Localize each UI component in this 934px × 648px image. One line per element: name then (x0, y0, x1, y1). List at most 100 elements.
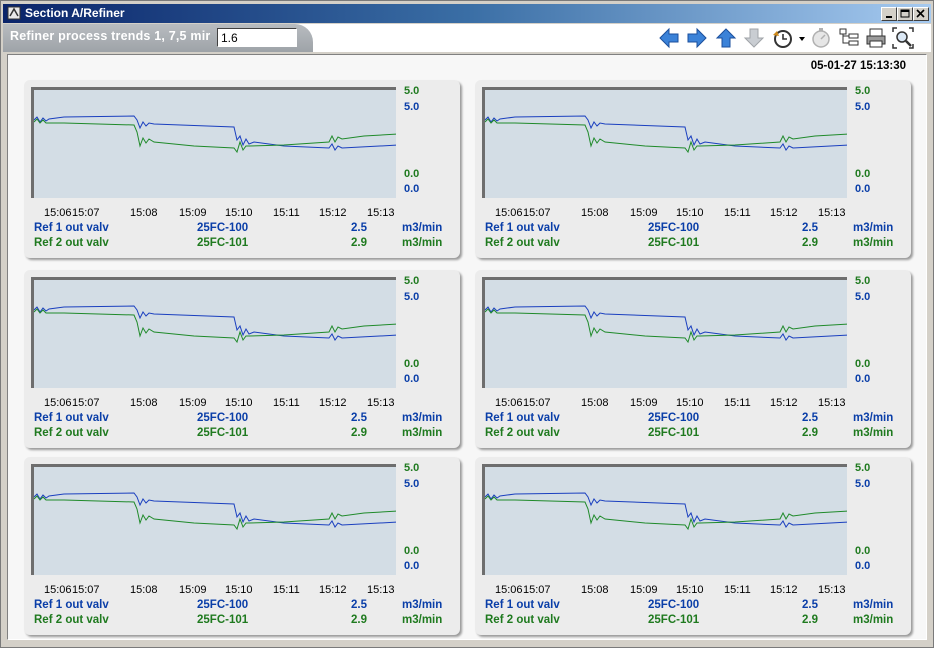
series-value: 2.5 (802, 222, 818, 234)
minimize-button[interactable] (881, 7, 897, 21)
x-tick-label: 15:06 (44, 207, 72, 219)
series-value: 2.5 (802, 412, 818, 424)
series-tag: 25FC-101 (197, 427, 249, 439)
x-tick-label: 15:08 (581, 584, 609, 596)
x-tick-label: 15:08 (130, 397, 158, 409)
y-axis-green-max: 5.0 (404, 85, 420, 97)
series-ref1-line (485, 305, 847, 341)
x-tick-label: 15:07 (72, 207, 100, 219)
series-unit: m3/min (853, 237, 894, 249)
series-name: Ref 1 out valv (485, 599, 560, 611)
x-tick-label: 15:08 (581, 397, 609, 409)
series-name: Ref 2 out valv (485, 614, 560, 626)
series-ref2-line (34, 495, 396, 531)
series-name: Ref 1 out valv (34, 222, 109, 234)
series-name: Ref 1 out valv (485, 222, 560, 234)
x-tick-label: 15:13 (367, 397, 395, 409)
y-axis-blue-max: 5.0 (855, 101, 871, 113)
trends-area: 05-01-27 15:13:30 5.0 5.0 0.0 0.0 15:06 1… (7, 54, 927, 640)
trend-plot[interactable] (31, 277, 396, 388)
x-tick-label: 15:10 (225, 207, 253, 219)
tab-label: Refiner process trends 1, 7,5 mir (10, 29, 211, 43)
window-title: Section A/Refiner (25, 6, 125, 20)
zoom-icon[interactable] (892, 27, 914, 49)
y-axis-green-min: 0.0 (855, 358, 871, 370)
trend-plot[interactable] (482, 277, 847, 388)
x-tick-label: 15:11 (273, 397, 300, 409)
print-icon[interactable] (865, 27, 887, 49)
y-axis-blue-min: 0.0 (855, 560, 871, 572)
trend-plot[interactable] (482, 87, 847, 198)
trend-panel[interactable]: 5.0 5.0 0.0 0.0 15:06 15:07 15:08 15:09 15:1… (24, 80, 460, 258)
trend-panel[interactable]: 5.0 5.0 0.0 0.0 15:06 15:07 15:08 15:09 15:1… (24, 270, 460, 448)
series-unit: m3/min (853, 614, 894, 626)
series-value: 2.9 (351, 237, 367, 249)
series-unit: m3/min (853, 427, 894, 439)
x-tick-label: 15:13 (818, 397, 846, 409)
app-icon (7, 6, 21, 20)
maximize-icon (900, 9, 910, 18)
x-tick-label: 15:06 (44, 397, 72, 409)
series-ref2-line (485, 118, 847, 154)
arrow-up-icon[interactable] (715, 27, 737, 49)
series-value: 2.9 (351, 614, 367, 626)
tree-list-icon[interactable] (838, 27, 860, 49)
tab-value-input[interactable] (217, 28, 297, 47)
x-tick-label: 15:09 (630, 397, 658, 409)
x-tick-label: 15:09 (630, 207, 658, 219)
close-button[interactable] (913, 7, 929, 21)
series-tag: 25FC-101 (648, 427, 700, 439)
series-name: Ref 2 out valv (34, 237, 109, 249)
x-tick-label: 15:09 (179, 397, 207, 409)
series-tag: 25FC-100 (197, 412, 249, 424)
y-axis-green-min: 0.0 (404, 168, 420, 180)
series-ref2-line (34, 308, 396, 344)
x-tick-label: 15:11 (724, 584, 751, 596)
x-tick-label: 15:12 (770, 207, 798, 219)
series-unit: m3/min (853, 599, 894, 611)
x-tick-label: 15:10 (676, 584, 704, 596)
trend-plot[interactable] (31, 464, 396, 575)
series-ref1-line (34, 492, 396, 528)
trend-panel[interactable]: 5.0 5.0 0.0 0.0 15:06 15:07 15:08 15:09 15:1… (24, 457, 460, 635)
y-axis-green-min: 0.0 (855, 545, 871, 557)
trend-panel[interactable]: 5.0 5.0 0.0 0.0 15:06 15:07 15:08 15:09 15:1… (475, 80, 911, 258)
y-axis-blue-max: 5.0 (855, 291, 871, 303)
series-name: Ref 2 out valv (485, 427, 560, 439)
trend-plot[interactable] (482, 464, 847, 575)
title-bar[interactable]: Section A/Refiner (3, 4, 931, 23)
series-tag: 25FC-100 (197, 599, 249, 611)
arrow-right-icon[interactable] (686, 27, 708, 49)
history-clock-icon[interactable] (771, 27, 807, 49)
y-axis-green-max: 5.0 (855, 275, 871, 287)
x-tick-label: 15:11 (273, 207, 300, 219)
x-tick-label: 15:07 (523, 584, 551, 596)
minimize-icon (886, 16, 892, 18)
series-value: 2.9 (351, 427, 367, 439)
x-tick-label: 15:12 (319, 207, 347, 219)
x-tick-label: 15:12 (319, 397, 347, 409)
series-tag: 25FC-101 (197, 237, 249, 249)
series-name: Ref 1 out valv (485, 412, 560, 424)
trend-tab[interactable]: Refiner process trends 1, 7,5 mir (3, 24, 313, 52)
trend-plot[interactable] (31, 87, 396, 198)
trend-panel[interactable]: 5.0 5.0 0.0 0.0 15:06 15:07 15:08 15:09 15:1… (475, 457, 911, 635)
series-tag: 25FC-101 (648, 237, 700, 249)
maximize-button[interactable] (897, 7, 913, 21)
y-axis-green-max: 5.0 (855, 462, 871, 474)
series-value: 2.5 (351, 599, 367, 611)
series-value: 2.5 (802, 599, 818, 611)
series-tag: 25FC-101 (648, 614, 700, 626)
arrow-left-icon[interactable] (658, 27, 680, 49)
trend-panel[interactable]: 5.0 5.0 0.0 0.0 15:06 15:07 15:08 15:09 15:1… (475, 270, 911, 448)
x-tick-label: 15:08 (130, 584, 158, 596)
y-axis-green-max: 5.0 (855, 85, 871, 97)
x-tick-label: 15:12 (770, 397, 798, 409)
y-axis-blue-min: 0.0 (404, 373, 420, 385)
series-ref1-line (34, 115, 396, 151)
x-tick-label: 15:11 (724, 397, 751, 409)
arrow-down-icon[interactable] (743, 27, 765, 49)
stopwatch-icon[interactable] (810, 27, 832, 49)
series-value: 2.5 (351, 222, 367, 234)
